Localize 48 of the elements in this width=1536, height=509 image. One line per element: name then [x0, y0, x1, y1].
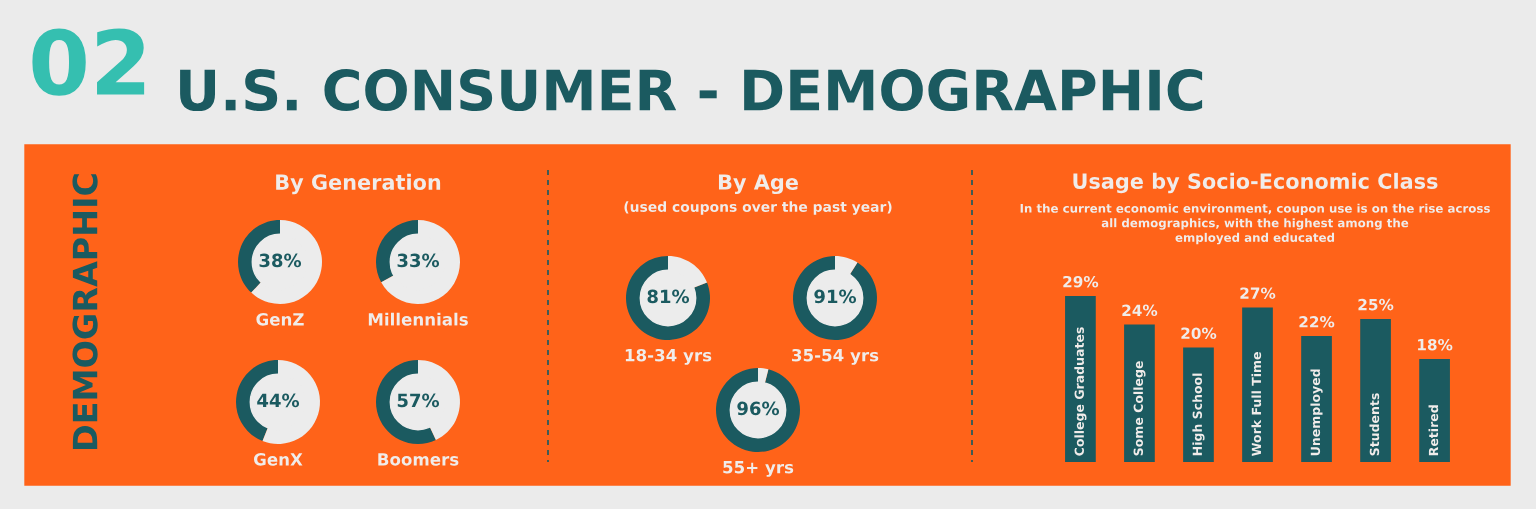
data-label: 96% [737, 401, 780, 416]
data-label: 38% [259, 253, 302, 268]
text: 18-34 yrs [625, 348, 712, 365]
data-label: 91% [814, 289, 857, 304]
text: GenZ [256, 313, 304, 326]
data-label: 57% [397, 393, 440, 408]
text: Boomers [378, 453, 459, 466]
bar [1124, 324, 1155, 462]
text: By Generation [276, 173, 441, 195]
text: Millennials [368, 312, 468, 326]
text: DEMOGRAPHIC [72, 174, 98, 449]
x-tick-label: Students [1369, 393, 1380, 456]
x-tick-label: High School [1192, 373, 1205, 456]
data-label: 81% [647, 289, 690, 304]
chart-title: Usage by Socio-Economic Class [1073, 172, 1438, 194]
data-label: 27% [1240, 287, 1276, 299]
text: 35-54 yrs [792, 348, 879, 365]
donut-slice [793, 256, 877, 340]
donut-slice [381, 220, 460, 304]
bar [1360, 318, 1391, 462]
x-tick-label: College Graduates [1074, 327, 1087, 456]
donut-slice [626, 256, 710, 340]
text: By Age [718, 174, 798, 195]
bar [1065, 296, 1096, 462]
bar [1419, 358, 1450, 462]
data-label: 20% [1181, 327, 1217, 339]
text: 02 [32, 28, 145, 96]
bar [1242, 307, 1273, 462]
donut-slice [251, 220, 322, 304]
x-tick-label: Work Full Time [1251, 352, 1262, 456]
bar [1183, 347, 1214, 462]
data-label: 18% [1418, 338, 1453, 351]
data-label: 24% [1122, 304, 1158, 317]
text: (used coupons over the past year) [624, 201, 892, 215]
data-label: 25% [1358, 298, 1394, 311]
donut-slice [716, 368, 800, 452]
data-label: 44% [257, 393, 300, 408]
data-label: 22% [1299, 316, 1335, 328]
x-tick-label: Some College [1133, 361, 1146, 456]
x-tick-label: Retired [1428, 405, 1439, 456]
chart-subtitle: In the current economic environment, coupon use is on the rise across all demographics, with the highest among the employed and educated [1020, 203, 1490, 245]
data-label: 29% [1063, 275, 1099, 288]
x-tick-label: Unemployed [1310, 369, 1323, 456]
text: U.S. CONSUMER - DEMOGRAPHIC [180, 69, 1203, 112]
data-label: 33% [397, 253, 440, 268]
text: GenX [253, 453, 303, 466]
bar [1301, 336, 1332, 462]
text: 55+ yrs [723, 461, 794, 477]
